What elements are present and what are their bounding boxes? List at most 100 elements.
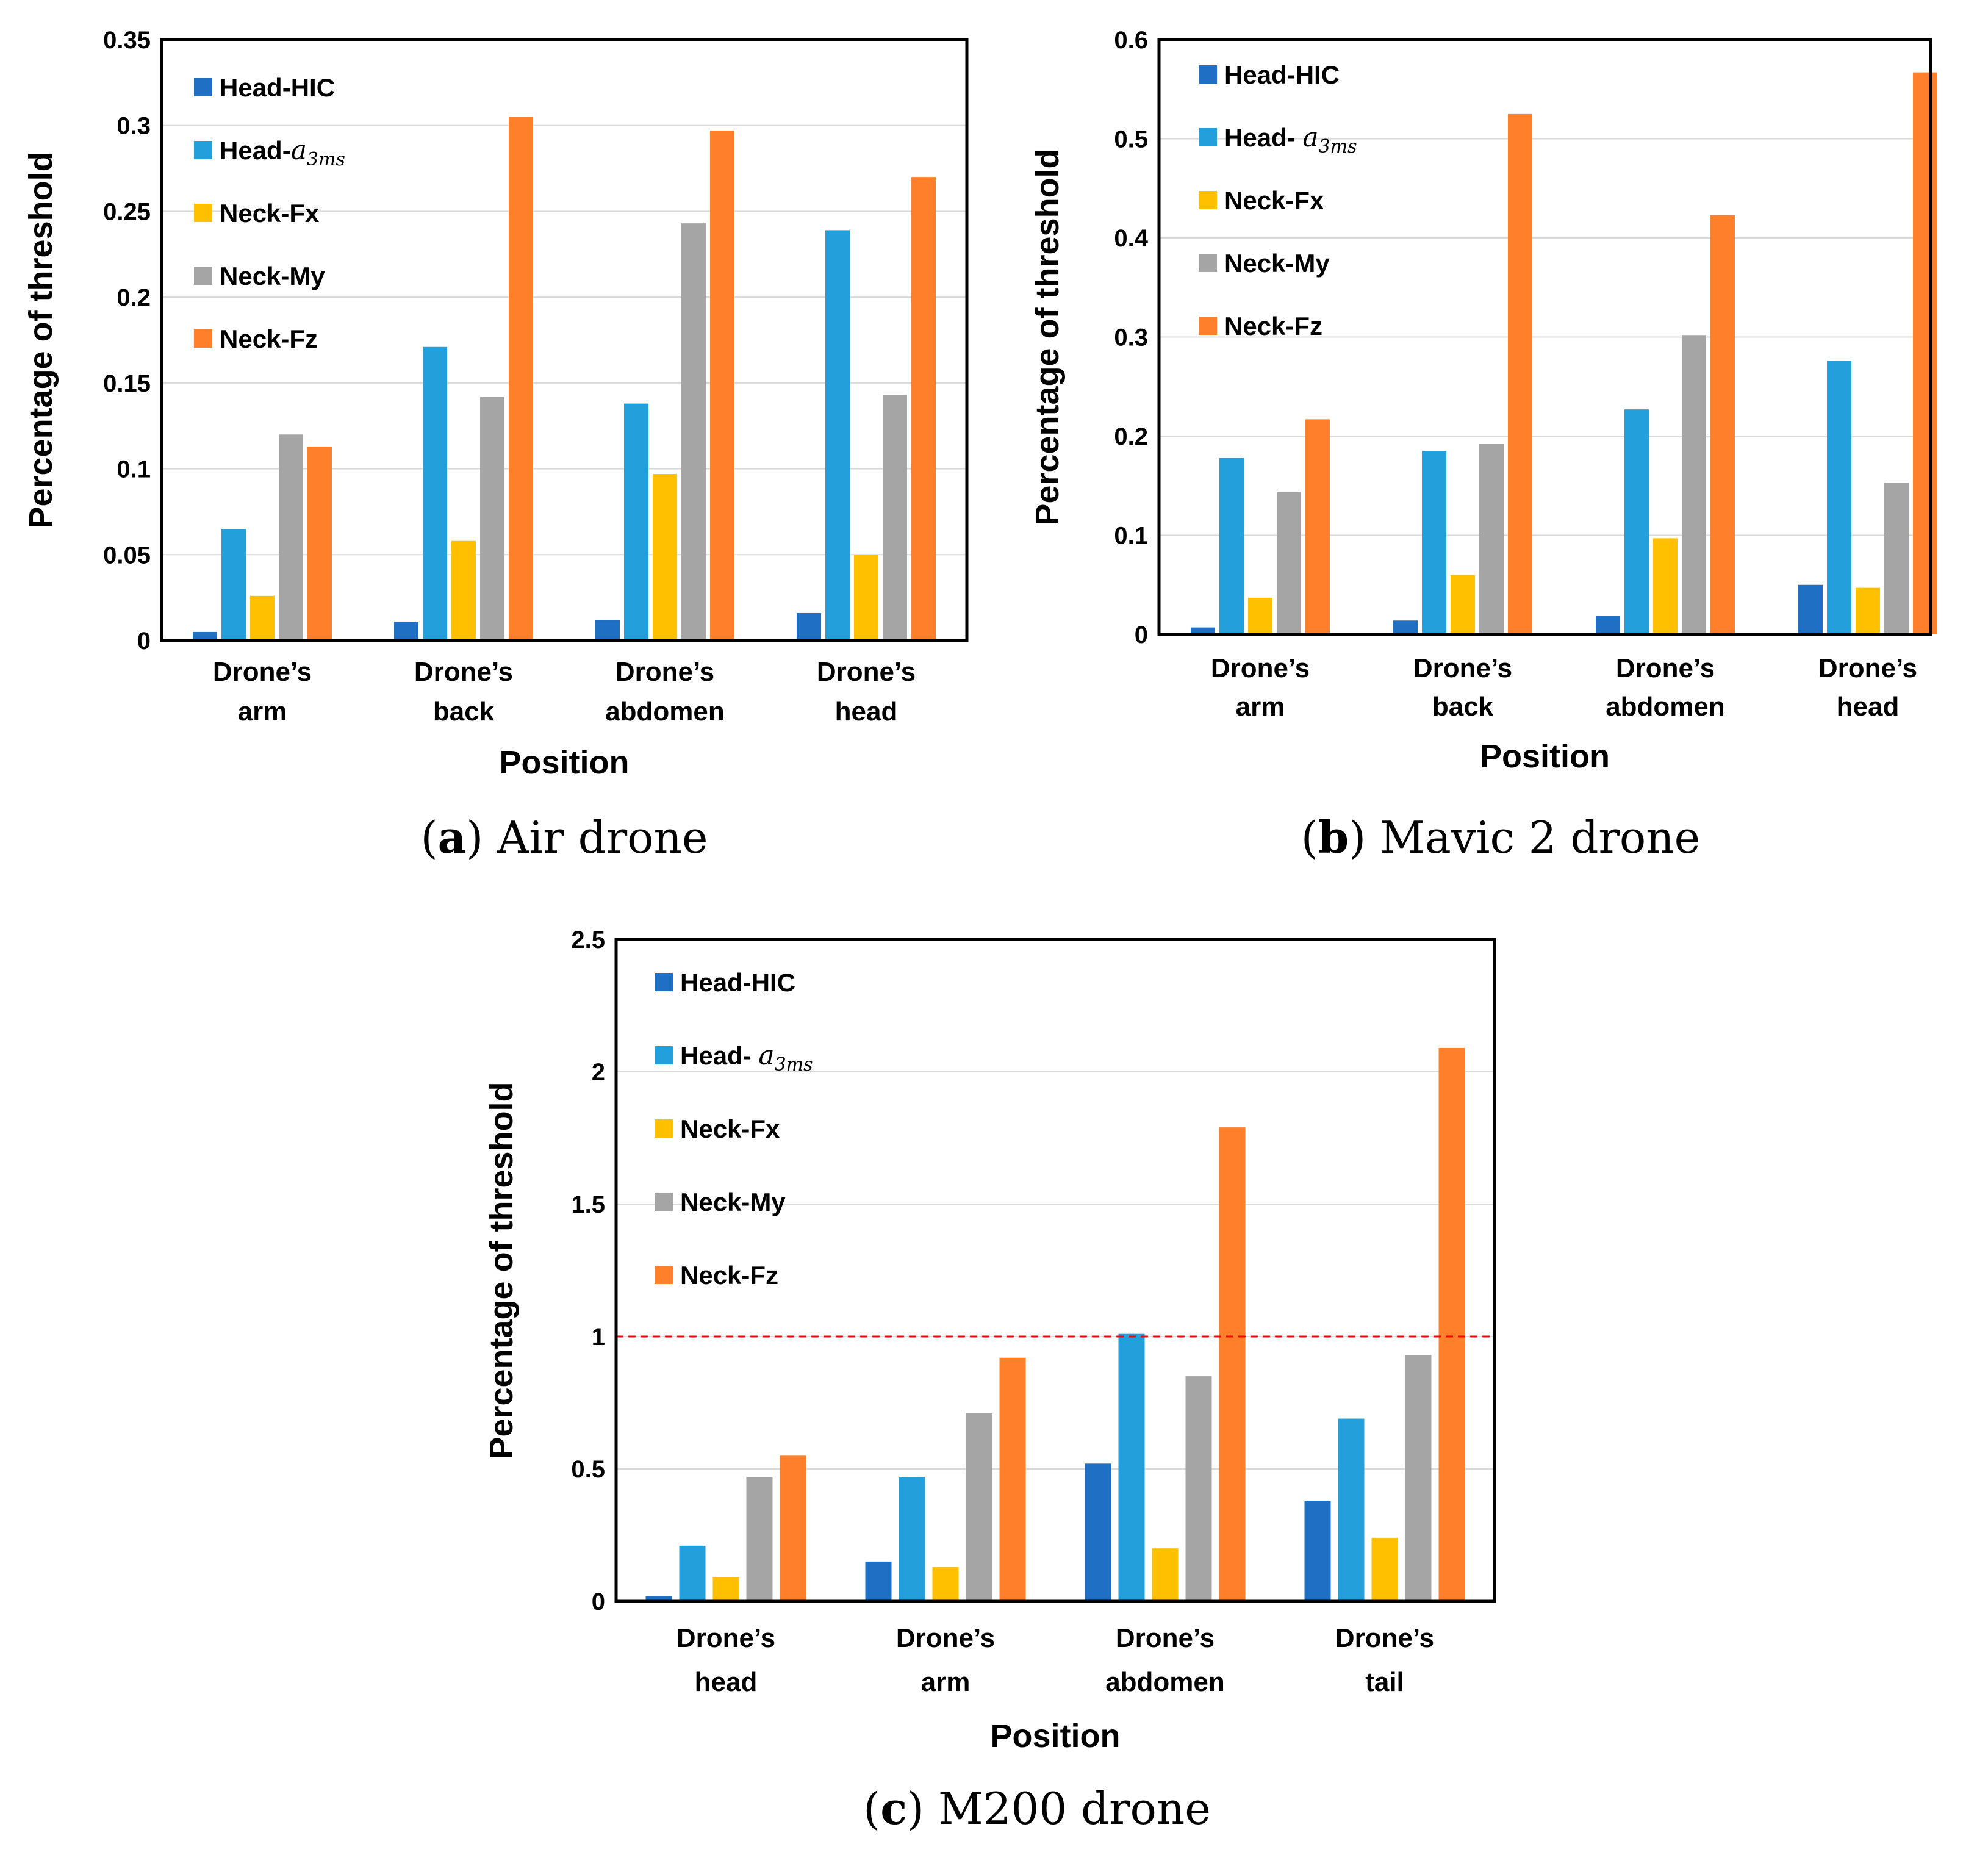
bar: [932, 1567, 959, 1601]
y-tick-label: 0: [1135, 622, 1148, 648]
bar: [509, 117, 533, 641]
bar: [1624, 409, 1649, 634]
bar: [865, 1561, 892, 1601]
legend-label: Head- a3ms: [1224, 122, 1357, 157]
x-tick-label: Drone’s: [1616, 653, 1715, 683]
bar: [394, 622, 418, 641]
x-tick-label: Drone’s: [414, 657, 513, 687]
legend-swatch: [1199, 65, 1217, 84]
legend-swatch: [655, 1193, 673, 1211]
bar: [797, 612, 821, 641]
x-tick-label: head: [695, 1667, 758, 1697]
bar: [645, 1596, 672, 1601]
bar: [1393, 620, 1418, 634]
y-tick-label: 0.25: [103, 198, 151, 225]
bar: [451, 540, 476, 641]
y-tick-label: 2: [592, 1059, 605, 1086]
y-axis-title: Percentage of threshold: [1029, 148, 1066, 525]
bar: [1152, 1548, 1179, 1601]
bar: [193, 631, 217, 641]
figure-caption: (b) Mavic 2 drone: [1301, 811, 1701, 863]
bar: [825, 230, 850, 641]
y-tick-label: 0.35: [103, 27, 151, 54]
x-axis-title: Position: [991, 1718, 1121, 1754]
bar: [1422, 451, 1446, 634]
x-tick-label: Drone’s: [615, 657, 714, 687]
y-axis-title: Percentage of threshold: [23, 151, 59, 528]
legend-label: Head-HIC: [680, 968, 795, 997]
bar: [1653, 538, 1678, 634]
bar: [746, 1477, 773, 1601]
legend-label: Neck-Fz: [1224, 312, 1322, 340]
plot-frame: [160, 38, 969, 642]
legend-swatch: [194, 204, 212, 222]
y-axis-title: Percentage of threshold: [483, 1082, 520, 1459]
x-tick-label: head: [835, 697, 898, 727]
x-tick-label: arm: [1236, 692, 1285, 722]
bar: [681, 223, 706, 641]
legend-label: Neck-Fx: [220, 199, 320, 228]
legend: Head-HIC Head-a3ms Neck-Fx Neck-My Neck-Fz: [194, 73, 345, 353]
y-tick-label: 0.4: [1114, 225, 1148, 252]
y-tick-label: 0.2: [117, 284, 151, 311]
bar: [1248, 597, 1272, 634]
bar: [653, 474, 677, 641]
bar: [1884, 483, 1909, 634]
bar: [1682, 335, 1706, 634]
legend-swatch: [1199, 254, 1217, 272]
legend-swatch: [194, 267, 212, 285]
figure-caption: (a) Air drone: [421, 811, 708, 863]
bar: [423, 346, 447, 641]
bar: [1304, 1501, 1331, 1601]
bar: [221, 529, 246, 641]
y-tick-label: 0.3: [117, 113, 151, 140]
y-tick-label: 2.5: [571, 927, 605, 953]
x-tick-label: tail: [1365, 1667, 1404, 1697]
bar: [710, 131, 734, 641]
bar: [679, 1545, 706, 1601]
x-tick-label: Drone’s: [1818, 653, 1917, 683]
x-tick-label: abdomen: [1606, 692, 1725, 722]
bar: [624, 403, 648, 641]
x-tick-label: Drone’s: [1211, 653, 1310, 683]
bar: [854, 555, 878, 641]
y-tick-label: 0.15: [103, 370, 151, 397]
bar: [780, 1455, 806, 1601]
bar: [1508, 113, 1532, 634]
x-tick-label: head: [1837, 692, 1900, 722]
bar: [1191, 627, 1215, 634]
legend-label: Neck-Fz: [220, 325, 318, 353]
legend-label: Head-a3ms: [220, 135, 345, 170]
legend-label: Neck-Fx: [680, 1114, 780, 1143]
bar: [1277, 492, 1301, 634]
bar: [1438, 1047, 1465, 1601]
legend-swatch: [1199, 128, 1217, 146]
bar: [307, 446, 332, 641]
bar: [1827, 361, 1851, 634]
bar: [250, 595, 275, 641]
bar: [595, 620, 620, 641]
bar: [1596, 616, 1620, 634]
y-tick-label: 0.05: [103, 542, 151, 569]
legend-swatch: [194, 141, 212, 159]
bar: [480, 397, 504, 641]
bar: [966, 1413, 992, 1601]
y-tick-label: 0: [137, 628, 151, 655]
y-tick-label: 1: [592, 1324, 605, 1351]
bar: [279, 434, 303, 641]
x-axis-title: Position: [1480, 738, 1610, 775]
bar: [1371, 1537, 1398, 1601]
x-tick-label: Drone’s: [817, 657, 916, 687]
bar: [1913, 72, 1937, 634]
bar: [1451, 575, 1475, 634]
x-tick-label: abdomen: [1105, 1667, 1225, 1697]
bar: [1798, 584, 1823, 634]
chart-c: 0 0.5 1 1.5 2 2.5 Drone’s head Drone’s arm Drone’s…: [483, 927, 1496, 1834]
legend-swatch: [194, 329, 212, 348]
y-tick-label: 0.1: [1114, 523, 1148, 550]
bar: [1085, 1463, 1111, 1601]
bar: [911, 177, 936, 641]
x-tick-label: abdomen: [605, 697, 725, 727]
y-tick-label: 0.6: [1114, 27, 1148, 54]
